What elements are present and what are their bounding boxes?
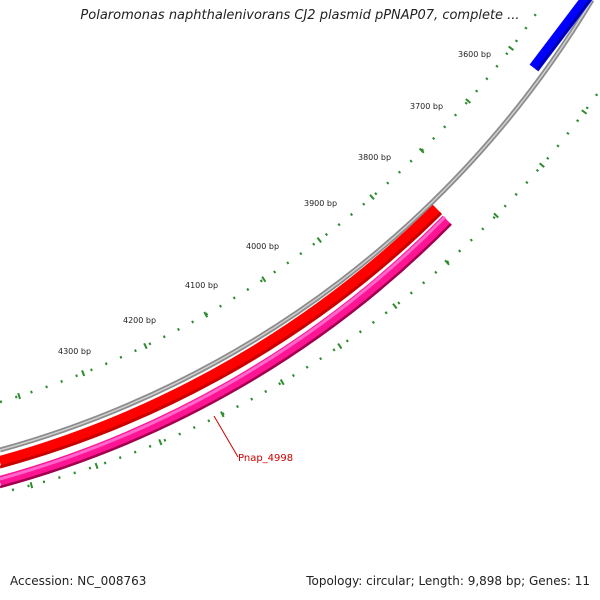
major-tick — [158, 439, 163, 446]
major-tick — [220, 411, 225, 418]
gene-segment-blue[interactable] — [529, 0, 593, 72]
outer-tick-ring — [0, 7, 542, 404]
gene-segment-pink[interactable] — [0, 215, 452, 488]
major-tick — [465, 98, 472, 104]
major-tick — [444, 259, 450, 266]
gene-segment-blue-shade — [536, 0, 592, 71]
major-tick — [316, 236, 322, 243]
major-tick — [279, 379, 285, 386]
major-tick — [81, 370, 86, 377]
gene-segment-red-shade — [0, 211, 443, 469]
plasmid-backbone — [0, 0, 595, 453]
scale-label-3700: 3700 bp — [410, 102, 443, 111]
gene-segment-pink-highlight — [0, 215, 447, 481]
major-tick — [392, 303, 398, 310]
major-tick — [337, 342, 343, 350]
major-tick — [418, 147, 425, 154]
scale-label-4200: 4200 bp — [123, 316, 156, 325]
scale-label-3900: 3900 bp — [304, 199, 337, 208]
major-tick — [94, 462, 99, 470]
gene-segment-pink-shade — [0, 223, 452, 489]
major-tick-marks — [17, 45, 588, 489]
gene-segment-red[interactable] — [0, 204, 442, 468]
major-tick — [508, 45, 515, 51]
major-tick — [261, 276, 267, 283]
major-tick — [203, 311, 209, 318]
scale-label-3800: 3800 bp — [358, 153, 391, 162]
scale-label-4100: 4100 bp — [185, 281, 218, 290]
major-tick — [29, 482, 34, 489]
major-tick — [581, 109, 588, 115]
major-tick — [538, 162, 545, 168]
major-tick — [143, 342, 148, 350]
plasmid-backbone-highlight — [0, 0, 593, 451]
major-tick — [369, 194, 375, 200]
scale-label-4000: 4000 bp — [246, 242, 279, 251]
accession-text: Accession: NC_008763 — [10, 574, 147, 588]
major-tick — [493, 212, 499, 219]
gene-label-leader — [213, 415, 239, 458]
summary-text: Topology: circular; Length: 9,898 bp; Ge… — [306, 574, 590, 588]
scale-label-3600: 3600 bp — [458, 50, 491, 59]
scale-label-4300: 4300 bp — [58, 347, 91, 356]
gene-label-pnap-4998[interactable]: Pnap_4998 — [238, 453, 293, 464]
major-tick — [17, 392, 21, 400]
map-title: Polaromonas naphthalenivorans CJ2 plasmi… — [80, 8, 520, 23]
